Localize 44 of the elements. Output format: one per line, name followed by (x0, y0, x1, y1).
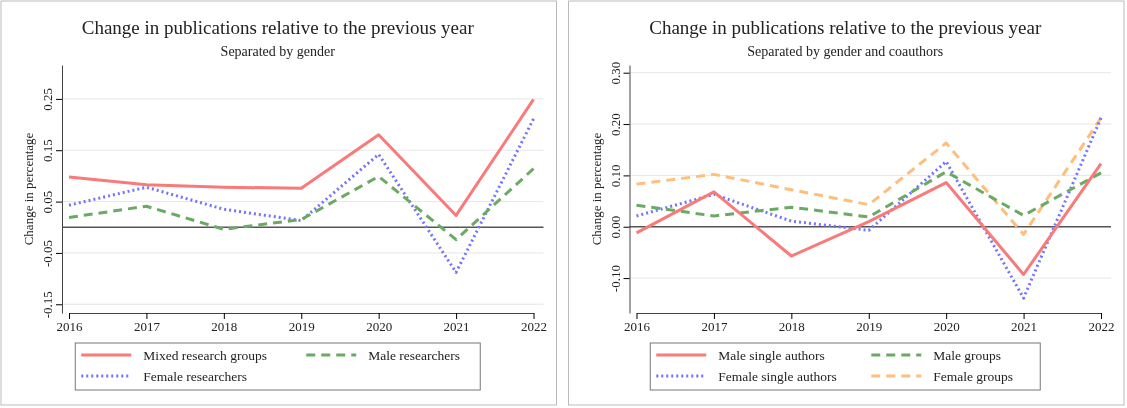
x-tick-label: 2016 (624, 319, 651, 335)
x-tick-label: 2022 (1088, 319, 1115, 335)
x-tick-label: 2020 (366, 319, 393, 335)
line-series (635, 116, 1103, 236)
x-tick-label: 2019 (856, 319, 883, 335)
line-series (635, 170, 1103, 219)
x-tick-label: 2018 (211, 319, 238, 335)
x-tick-label: 2018 (778, 319, 805, 335)
line-series (67, 167, 535, 242)
line-series (67, 97, 535, 217)
y-axis-title: Change in percentage (21, 132, 36, 246)
chart-title: Change in publications relative to the previous year (649, 17, 1042, 38)
y-tick-label: 0.20 (607, 113, 623, 136)
chart-title: Change in publications relative to the previous year (81, 17, 475, 38)
x-tick-label: 2016 (56, 319, 83, 335)
legend-label: Mixed research groups (143, 348, 267, 363)
x-tick-label: 2019 (288, 319, 315, 335)
y-tick-label: -0.05 (40, 239, 55, 267)
x-tick-label: 2017 (133, 319, 161, 335)
y-tick-label: 0.00 (607, 215, 623, 239)
legend-label: Female groups (933, 369, 1014, 384)
line-series (67, 117, 535, 274)
y-tick-label: -0.10 (607, 265, 623, 293)
chart-subtitle: Separated by gender and coauthors (747, 44, 944, 59)
x-tick-label: 2017 (701, 319, 728, 335)
y-axis-title: Change in percentage (588, 132, 604, 246)
chart-subtitle: Separated by gender (220, 44, 336, 59)
legend-label: Female single authors (718, 369, 837, 384)
line-series (635, 162, 1103, 276)
x-tick-label: 2020 (933, 319, 960, 335)
y-tick-label: 0.15 (40, 139, 55, 163)
y-tick-label: 0.05 (40, 190, 55, 214)
x-tick-label: 2021 (443, 319, 470, 335)
x-tick-label: 2022 (521, 319, 547, 335)
legend-label: Male groups (933, 348, 1002, 363)
y-tick-label: -0.15 (40, 291, 55, 319)
y-tick-label: 0.30 (607, 61, 623, 85)
y-tick-label: 0.10 (607, 164, 623, 188)
x-tick-label: 2021 (1011, 319, 1038, 335)
y-tick-label: 0.25 (40, 88, 55, 111)
legend-label: Male researchers (368, 348, 461, 363)
legend-label: Female researchers (143, 369, 248, 384)
line-series (635, 116, 1103, 300)
legend-label: Male single authors (718, 348, 825, 363)
